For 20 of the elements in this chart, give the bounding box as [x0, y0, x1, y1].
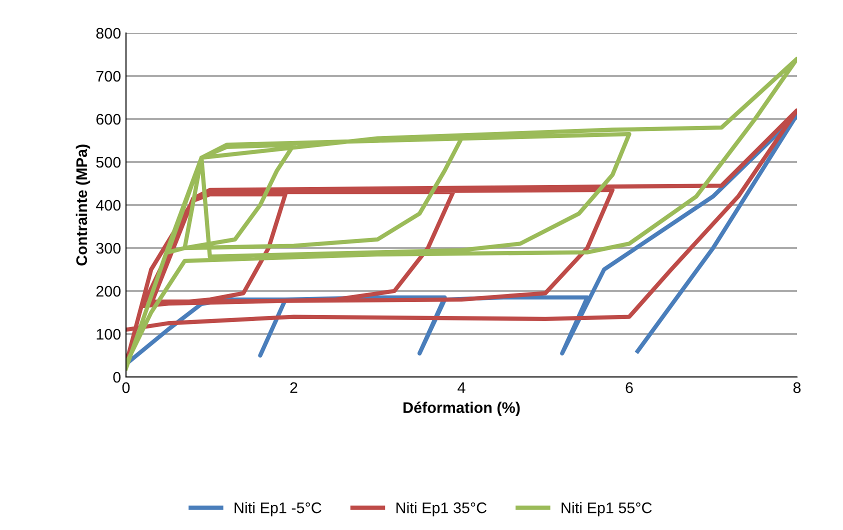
x-tick-label: 2 [290, 382, 298, 393]
y-tick-label: 100 [96, 328, 121, 340]
y-tick-label: 0 [113, 372, 121, 383]
y-tick-label: 200 [96, 286, 121, 297]
legend-label: Niti Ep1 35°C [396, 502, 487, 516]
y-tick-label: 600 [96, 114, 121, 125]
y-axis-title: Contrainte (MPa) [76, 144, 90, 266]
y-tick-label: 800 [96, 28, 121, 39]
x-axis-title: Déformation (%) [404, 402, 520, 416]
y-tick-label: 300 [96, 242, 121, 254]
x-tick-label: 0 [122, 382, 130, 394]
x-tick-label: 4 [458, 382, 466, 393]
y-tick-label: 400 [96, 200, 121, 211]
y-tick-label: 700 [96, 70, 121, 82]
x-tick-label: 8 [793, 382, 801, 394]
line-series [126, 56, 797, 370]
legend-label: Niti Ep1 55°C [562, 502, 652, 516]
legend-label: Niti Ep1 -5°C [234, 502, 322, 516]
x-tick-label: 6 [626, 382, 633, 394]
y-tick-label: 500 [96, 156, 121, 168]
